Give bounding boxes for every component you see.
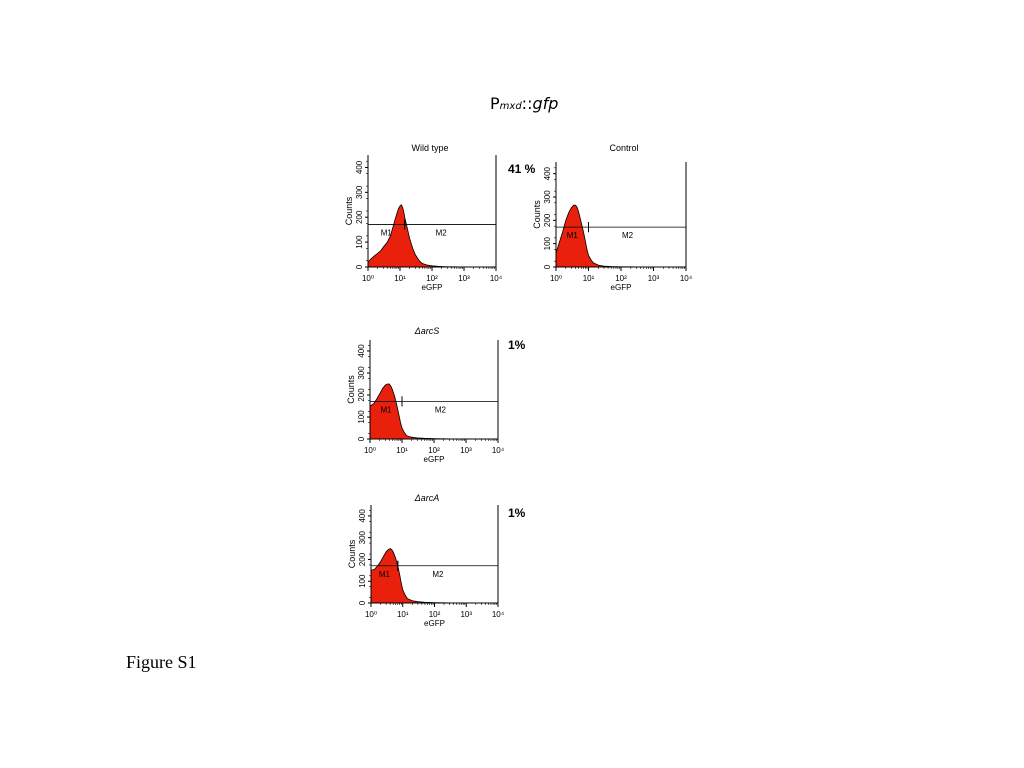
x-tick-label: 10⁰ xyxy=(550,274,562,283)
figure-caption: Figure S1 xyxy=(126,652,197,672)
gate-m2-label: M2 xyxy=(622,231,634,240)
y-tick-label: 400 xyxy=(358,509,367,523)
panel-title-wild-type: Wild type xyxy=(411,143,449,153)
percent-label-wild-type: 41 % xyxy=(508,162,536,176)
y-tick-label: 400 xyxy=(543,166,552,180)
y-tick-label: 100 xyxy=(355,235,364,249)
y-axis-label: Counts xyxy=(344,196,354,225)
x-tick-label: 10³ xyxy=(648,274,660,283)
gate-m1-label: M1 xyxy=(381,228,393,237)
figure-header: Pmxd::gfp xyxy=(490,94,558,113)
x-tick-label: 10⁴ xyxy=(490,274,503,283)
y-tick-label: 0 xyxy=(357,436,366,441)
x-axis-label: eGFP xyxy=(611,283,632,292)
y-tick-label: 300 xyxy=(543,190,552,204)
y-tick-label: 100 xyxy=(543,236,552,250)
x-tick-label: 10⁴ xyxy=(492,610,505,619)
gate-m2-label: M2 xyxy=(436,228,448,237)
panel-title-arca: ΔarcA xyxy=(414,493,440,503)
percent-label-arcs: 1% xyxy=(508,338,526,352)
y-axis-label: Counts xyxy=(532,200,542,229)
y-tick-label: 300 xyxy=(358,530,367,544)
x-tick-label: 10³ xyxy=(458,274,470,283)
y-tick-label: 200 xyxy=(357,388,366,402)
gate-m1-label: M1 xyxy=(380,405,392,414)
y-tick-label: 0 xyxy=(358,600,367,605)
panel-title-control: Control xyxy=(609,143,639,153)
x-tick-label: 10² xyxy=(428,446,440,455)
histogram-arca: 0 100 200 300 400 Counts 10⁰ 10¹ 10² 10³ 10⁴ eGFP M1… xyxy=(347,505,505,628)
percent-label-arca: 1% xyxy=(508,506,526,520)
x-tick-label: 10¹ xyxy=(397,610,409,619)
reporter-gene: gfp xyxy=(532,94,559,113)
gate-m1-label: M1 xyxy=(379,570,391,579)
histogram-fill xyxy=(367,204,496,268)
x-tick-label: 10¹ xyxy=(583,274,595,283)
gate-m1-label: M1 xyxy=(567,231,579,240)
x-tick-label: 10⁴ xyxy=(492,446,505,455)
y-tick-label: 0 xyxy=(543,264,552,269)
y-tick-label: 400 xyxy=(355,160,364,174)
x-axis-label: eGFP xyxy=(424,455,445,464)
histogram-wild-type: 0 100 200 300 400 Counts 10⁰ 10¹ 10² 10³ 10⁴ eGFP M1… xyxy=(344,155,503,292)
x-tick-label: 10² xyxy=(429,610,441,619)
y-tick-label: 300 xyxy=(357,366,366,380)
x-tick-label: 10² xyxy=(615,274,627,283)
y-tick-label: 400 xyxy=(357,344,366,358)
promoter-subscript: mxd xyxy=(499,101,522,112)
x-axis-label: eGFP xyxy=(424,619,445,628)
x-tick-label: 10⁰ xyxy=(364,446,376,455)
x-tick-label: 10⁴ xyxy=(680,274,693,283)
y-tick-label: 0 xyxy=(355,264,364,269)
y-tick-label: 200 xyxy=(355,210,364,224)
panel-title-arcs: ΔarcS xyxy=(414,326,440,336)
x-tick-label: 10⁰ xyxy=(362,274,374,283)
gate-m2-label: M2 xyxy=(435,405,447,414)
promoter-letter: P xyxy=(490,94,500,113)
y-axis-label: Counts xyxy=(347,539,357,568)
x-tick-label: 10³ xyxy=(460,610,472,619)
y-tick-label: 200 xyxy=(358,552,367,566)
y-tick-label: 200 xyxy=(543,213,552,227)
x-tick-label: 10⁰ xyxy=(365,610,377,619)
x-tick-label: 10² xyxy=(426,274,438,283)
x-axis-label: eGFP xyxy=(422,283,443,292)
y-axis-label: Counts xyxy=(346,375,356,404)
gate-m2-label: M2 xyxy=(432,570,444,579)
histogram-arcs: 0 100 200 300 400 Counts 10⁰ 10¹ 10² 10³ 10⁴ eGFP M1… xyxy=(346,340,505,464)
x-tick-label: 10¹ xyxy=(394,274,406,283)
histogram-control: 0 100 200 300 400 Counts 10⁰ 10¹ 10² 10³ 10⁴ eGFP M1… xyxy=(532,162,693,292)
y-tick-label: 100 xyxy=(357,410,366,424)
fusion-separator: :: xyxy=(521,94,533,113)
x-tick-label: 10³ xyxy=(460,446,472,455)
y-tick-label: 100 xyxy=(358,574,367,588)
x-tick-label: 10¹ xyxy=(396,446,408,455)
y-tick-label: 300 xyxy=(355,185,364,199)
